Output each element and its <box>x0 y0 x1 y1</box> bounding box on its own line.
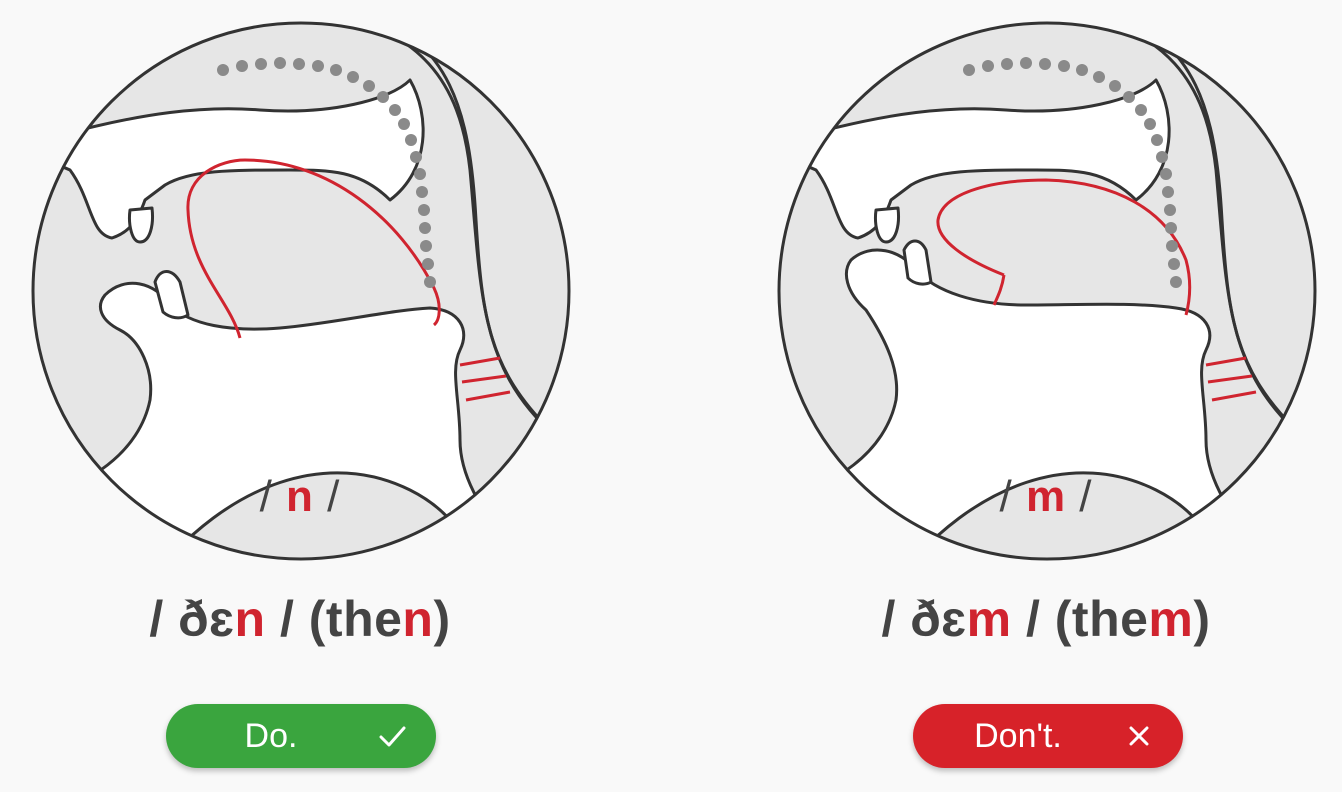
word-highlight: m <box>966 591 1012 647</box>
upper-tooth <box>874 206 900 244</box>
lower-tooth <box>153 270 190 320</box>
word-suffix: ) <box>433 591 451 647</box>
mouth-diagram-n <box>30 20 572 562</box>
tongue-outline <box>936 178 1192 316</box>
word-transcription: / ðɛm / (them) <box>746 590 1342 648</box>
word-prefix: / ðɛ <box>149 591 235 647</box>
vocal-cords <box>459 356 511 402</box>
phoneme-highlight: m <box>1025 472 1067 521</box>
word-highlight: n <box>402 591 434 647</box>
nasal-airflow-dots <box>217 57 436 288</box>
phoneme-suffix: / <box>313 472 341 521</box>
dont-button-label: Don't. <box>974 716 1062 755</box>
upper-palate <box>780 78 1171 240</box>
do-button-label: Do. <box>244 716 298 755</box>
word-prefix: / ðɛ <box>881 591 967 647</box>
panel-dont: / m / / ðɛm / (them) Don't. <box>746 0 1342 792</box>
close-icon <box>1129 726 1149 746</box>
word-highlight: n <box>234 591 266 647</box>
word-transcription: / ðɛn / (then) <box>0 590 600 648</box>
lower-tooth <box>902 239 933 286</box>
check-icon <box>379 726 406 747</box>
phoneme-suffix: / <box>1066 472 1093 521</box>
dont-button[interactable]: Don't. <box>913 704 1183 768</box>
upper-palate <box>34 78 425 240</box>
panel-do: / n / / ðɛn / (then) Do. <box>0 0 600 792</box>
nasal-airflow-dots <box>963 57 1182 288</box>
tongue-tip <box>992 274 1006 306</box>
phoneme-prefix: / <box>259 472 287 521</box>
do-button[interactable]: Do. <box>166 704 436 768</box>
vocal-cords <box>1205 356 1257 402</box>
word-middle: / (the <box>1011 591 1149 647</box>
phoneme-prefix: / <box>999 472 1026 521</box>
mouth-diagram-m <box>776 20 1318 562</box>
word-middle: / (the <box>265 591 403 647</box>
upper-tooth <box>128 206 154 244</box>
phoneme-label: / m / <box>746 472 1342 522</box>
circle-border <box>777 21 1317 561</box>
word-highlight: m <box>1148 591 1194 647</box>
tongue-outline <box>186 158 441 339</box>
circle-border <box>31 21 571 561</box>
word-suffix: ) <box>1193 591 1211 647</box>
phoneme-label: / n / <box>0 472 600 522</box>
phoneme-highlight: n <box>286 472 314 521</box>
